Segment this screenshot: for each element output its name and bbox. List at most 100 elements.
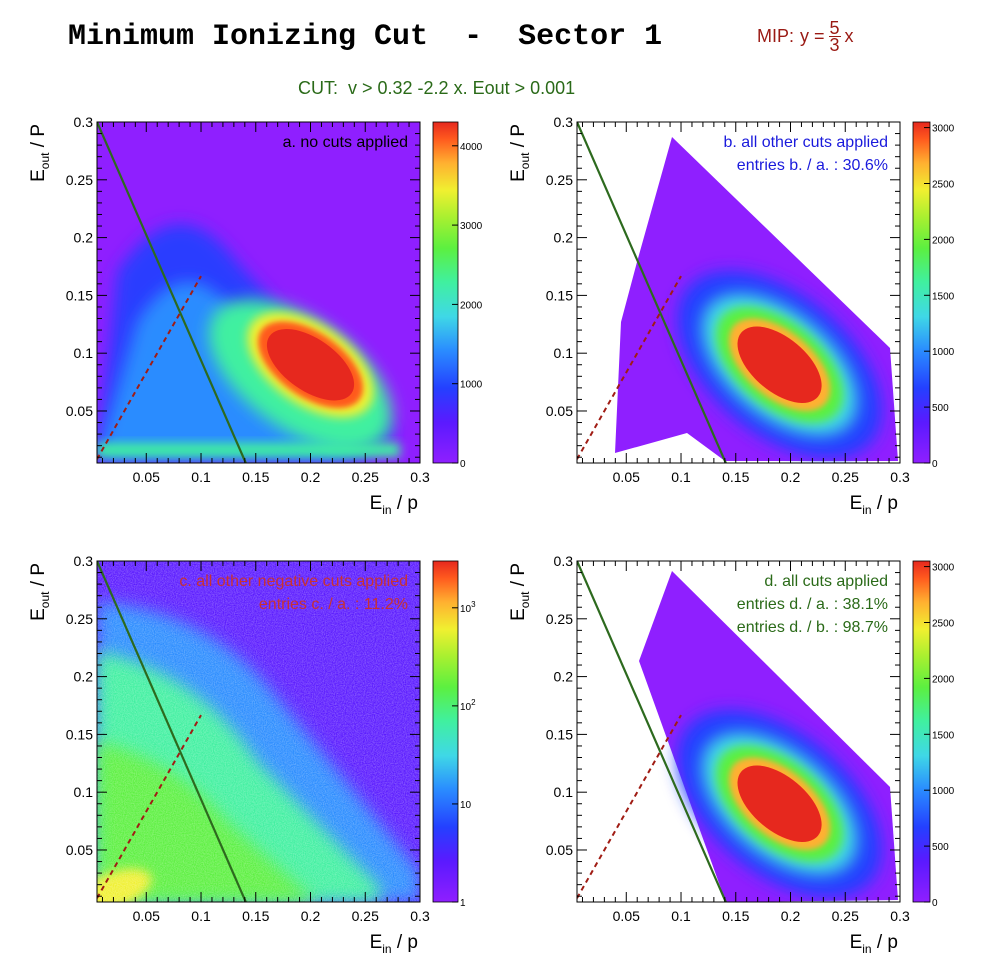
chart-panel-d: 0.05 0.1 0.15 0.2 0.25 0.3 0.05 0.1 0.15 0.2 0.25 0… [508, 553, 955, 956]
y-tick-label: 0.3 [554, 114, 574, 130]
colorbar-tick-label: 0 [932, 459, 938, 470]
plot-frame [576, 560, 901, 903]
x-tick-label: 0.15 [722, 908, 749, 924]
colorbar-tick-label: 3000 [932, 563, 955, 574]
y-axis-label: Eout / P [508, 563, 532, 621]
x-tick-label: 0.25 [832, 908, 859, 924]
colorbar-tick-label: 0 [932, 898, 938, 909]
colorbar-frame [912, 560, 931, 903]
colorbar-tick-label: 3000 [932, 124, 955, 135]
colorbar-tick-label: 3000 [460, 221, 483, 232]
panel-annotation: d. all cuts applied [764, 573, 888, 590]
colorbar-tick-label: 102 [460, 698, 476, 713]
y-tick-label: 0.05 [66, 842, 93, 858]
plot-frame [576, 121, 901, 464]
colorbar-tick-label: 1500 [932, 730, 955, 741]
heatmap-noise [97, 561, 420, 902]
colorbar-tick-label: 2000 [932, 674, 955, 685]
x-axis-label: Ein / p [370, 932, 418, 956]
colorbar-frame [432, 121, 459, 464]
panel-annotation: entries b. / a. : 30.6% [737, 157, 888, 174]
y-tick-label: 0.3 [74, 553, 94, 569]
y-tick-label: 0.15 [66, 287, 93, 303]
heatmap-d [577, 561, 898, 902]
panel-annotation: entries d. / b. : 98.7% [737, 619, 888, 636]
density-peak [737, 765, 822, 842]
density-region [97, 443, 400, 457]
colorbar-tick-label: 2500 [932, 179, 955, 190]
heatmap-a [97, 122, 420, 463]
colorbar-tick-label: 500 [932, 842, 949, 853]
x-tick-label: 0.3 [410, 469, 430, 485]
panel-annotation: entries d. / a. : 38.1% [737, 596, 888, 613]
cut-line [97, 561, 247, 902]
x-axis-label: Ein / p [850, 932, 898, 956]
colorbar [433, 561, 458, 902]
y-tick-label: 0.05 [546, 403, 573, 419]
x-tick-label: 0.1 [671, 908, 691, 924]
x-axis-label: Ein / p [850, 493, 898, 517]
y-axis-label: Eout / P [28, 563, 52, 621]
mip-line [97, 275, 202, 460]
y-tick-label: 0.1 [554, 784, 574, 800]
y-tick-label: 0.05 [66, 403, 93, 419]
colorbar-frame [912, 121, 931, 464]
x-tick-label: 0.05 [133, 469, 160, 485]
mip-denominator: 3 [829, 35, 840, 55]
colorbar-tick-label: 103 [460, 600, 476, 615]
colorbar-tick-label: 1000 [932, 347, 955, 358]
y-tick-label: 0.1 [74, 345, 94, 361]
x-tick-label: 0.05 [133, 908, 160, 924]
y-axis-label: Eout / P [508, 124, 532, 182]
mip-fraction-bar [828, 36, 841, 37]
colorbar-tick-label: 500 [932, 403, 949, 414]
mip-variable: x [844, 26, 854, 46]
cut-formula: CUT: v > 0.32 -2.2 x. Eout > 0.001 [298, 78, 576, 98]
y-tick-label: 0.25 [546, 611, 573, 627]
x-axis-label: Ein / p [370, 493, 418, 517]
x-tick-label: 0.25 [352, 469, 379, 485]
colorbar [913, 122, 930, 463]
colorbar-tick-label: 1500 [932, 291, 955, 302]
colorbar-tick-label: 4000 [460, 142, 483, 153]
x-tick-label: 0.1 [191, 908, 211, 924]
x-tick-label: 0.15 [242, 908, 269, 924]
colorbar-tick-label: 0 [460, 459, 466, 470]
plot-frame [96, 560, 421, 903]
colorbar-tick-label: 2000 [932, 235, 955, 246]
mip-eq: y = [800, 26, 825, 46]
density-peak [266, 329, 355, 401]
y-tick-label: 0.25 [546, 172, 573, 188]
x-tick-label: 0.25 [352, 908, 379, 924]
mip-fraction: 5 3 [828, 19, 841, 55]
colorbar-frame [432, 560, 459, 903]
colorbar-tick-label: 2500 [932, 618, 955, 629]
x-tick-label: 0.1 [191, 469, 211, 485]
mip-line [577, 275, 682, 460]
panel-annotation: c. all other negative cuts applied [179, 573, 408, 590]
y-axis-label: Eout / P [28, 124, 52, 182]
x-tick-label: 0.1 [671, 469, 691, 485]
x-tick-label: 0.25 [832, 469, 859, 485]
heatmap-b [577, 122, 898, 463]
page-title: Minimum Ionizing Cut - Sector 1 [68, 20, 663, 54]
x-tick-label: 0.3 [890, 469, 910, 485]
x-tick-label: 0.15 [722, 469, 749, 485]
x-tick-label: 0.2 [781, 908, 801, 924]
x-tick-label: 0.05 [613, 908, 640, 924]
colorbar-tick-label: 1 [460, 898, 466, 909]
cut-line [577, 561, 727, 902]
colorbar [433, 122, 458, 463]
x-tick-label: 0.3 [410, 908, 430, 924]
x-tick-label: 0.05 [613, 469, 640, 485]
colorbar-tick-label: 1000 [932, 786, 955, 797]
y-tick-label: 0.15 [66, 726, 93, 742]
plot-frame [96, 121, 421, 464]
panel-annotation: a. no cuts applied [283, 134, 408, 151]
cut-line [97, 122, 247, 463]
y-tick-label: 0.2 [74, 230, 94, 246]
y-tick-label: 0.1 [554, 345, 574, 361]
x-tick-label: 0.2 [301, 469, 321, 485]
chart-panel-a: 0.05 0.1 0.15 0.2 0.25 0.3 0.05 0.1 0.15 0.2 0.25 0… [28, 114, 483, 517]
